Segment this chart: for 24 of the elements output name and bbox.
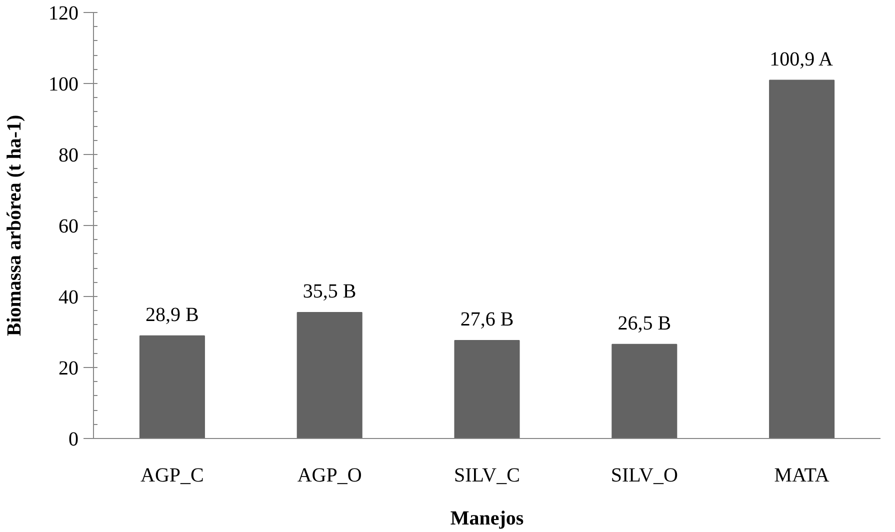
- data-label: 100,9 A: [770, 48, 834, 70]
- x-tick-label: AGP_O: [297, 464, 362, 486]
- data-label: 26,5 B: [618, 312, 672, 334]
- bar: [296, 312, 362, 438]
- y-tick-label: 0: [68, 428, 78, 450]
- x-tick-label: SILV_O: [610, 464, 678, 486]
- bar: [769, 80, 835, 438]
- data-label: 27,6 B: [460, 308, 514, 331]
- y-tick-label: 100: [48, 74, 78, 96]
- x-tick-label: AGP_C: [140, 464, 204, 486]
- y-tick-label: 120: [48, 2, 78, 24]
- bar: [139, 335, 205, 438]
- y-tick-label: 20: [58, 358, 78, 380]
- y-tick-label: 60: [58, 216, 78, 238]
- y-axis-title: Biomassa arbórea (t ha-1): [4, 114, 26, 336]
- data-label: 35,5 B: [302, 280, 356, 302]
- bar: [454, 340, 520, 438]
- x-tick-label: MATA: [774, 464, 830, 486]
- y-tick-label: 40: [58, 286, 78, 308]
- bar: [612, 344, 678, 438]
- y-tick-label: 80: [58, 144, 78, 166]
- x-tick-label: SILV_C: [454, 464, 520, 486]
- data-label: 28,9 B: [146, 304, 199, 326]
- x-axis-title: Manejos: [450, 508, 524, 530]
